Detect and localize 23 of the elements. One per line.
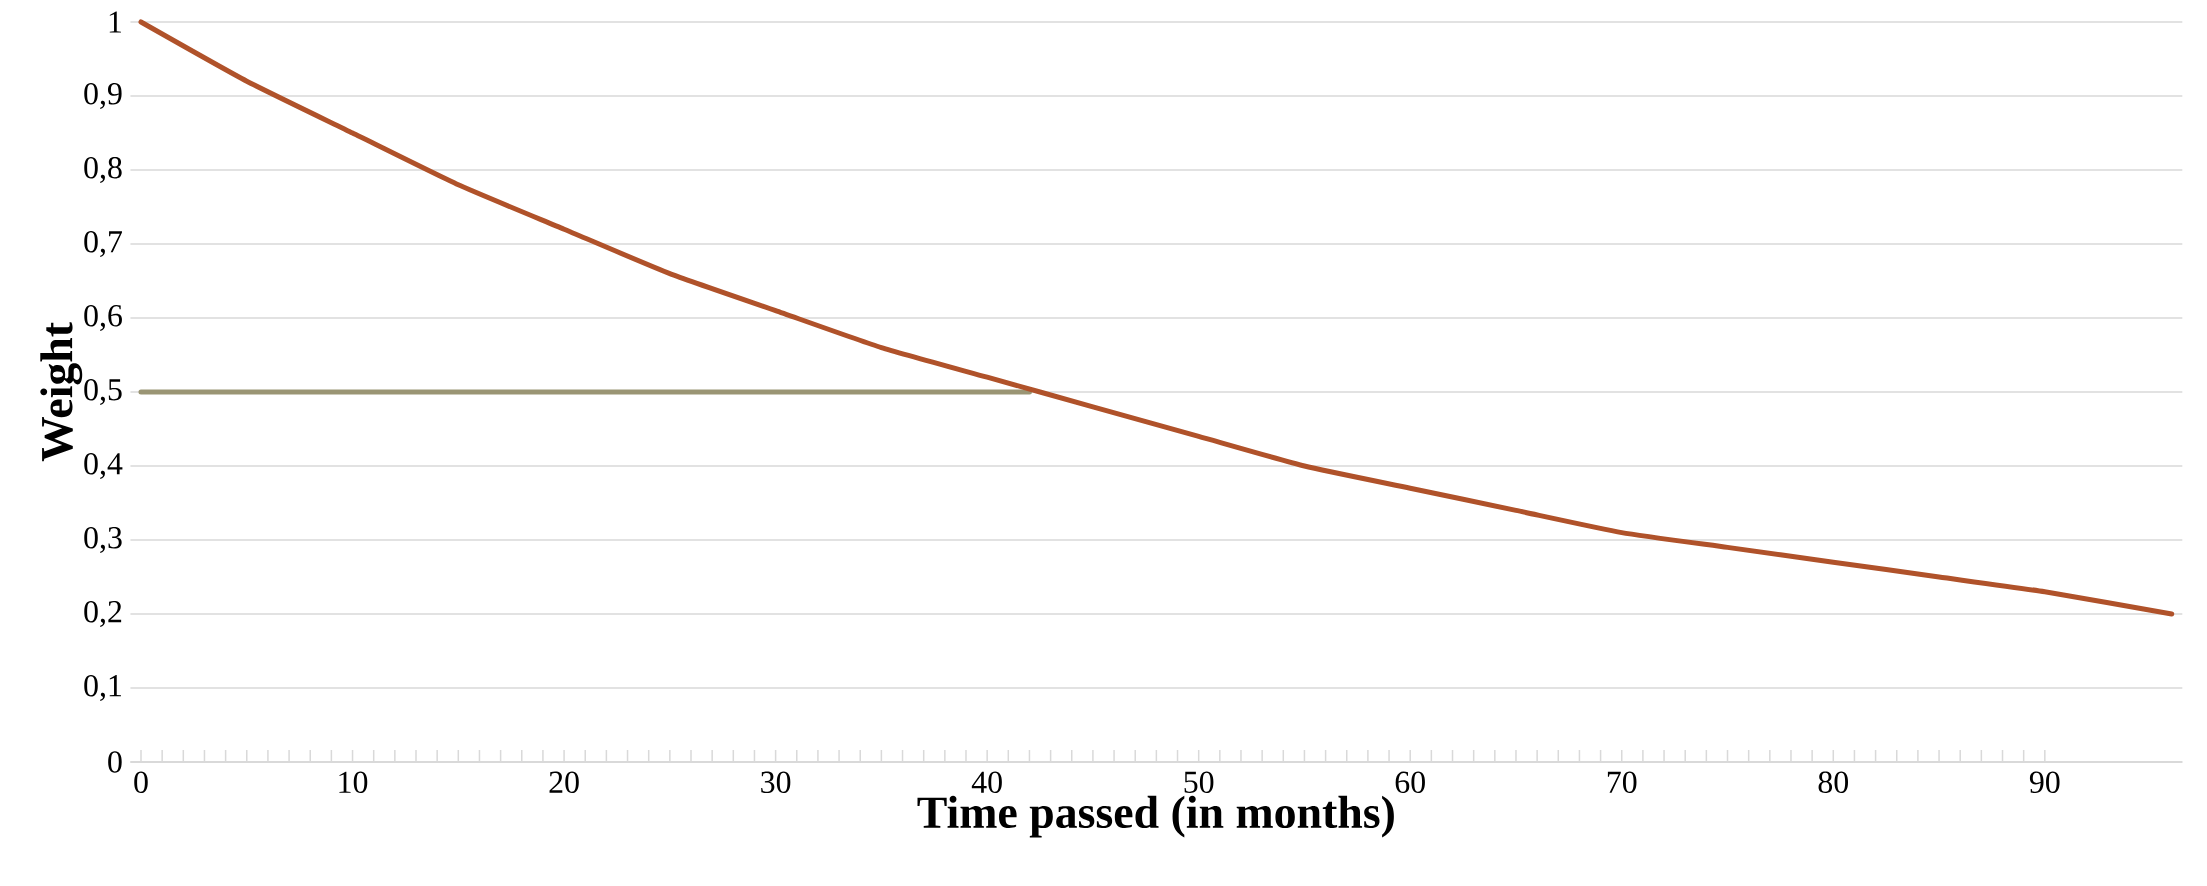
x-tick-label: 0: [134, 771, 148, 794]
x-tick-label: 60: [1395, 771, 1425, 794]
x-tick-label: 30: [761, 771, 791, 794]
y-tick-label: 0: [108, 751, 122, 773]
y-tick-label: 0,6: [84, 304, 122, 332]
y-axis-title: Weight: [40, 322, 83, 462]
y-tick-label: 0,2: [84, 600, 122, 628]
y-tick-label: 0,7: [84, 230, 122, 258]
y-tick-label: 0,8: [84, 156, 122, 184]
x-tick-label: 10: [339, 771, 368, 794]
x-tick-label: 70: [1607, 771, 1637, 794]
x-tick-label: 20: [549, 771, 579, 794]
y-tick-label: 0,1: [84, 674, 121, 702]
x-tick-label: 80: [1818, 771, 1848, 794]
y-tick-label: 0,9: [84, 82, 122, 110]
y-tick-label: 1: [109, 11, 121, 33]
x-axis-title: Time passed (in months): [917, 795, 1394, 838]
x-tick-label: 40: [971, 771, 1002, 794]
y-tick-label: 0,4: [84, 452, 123, 480]
y-tick-label: 0,5: [84, 378, 122, 406]
x-tick-label: 50: [1184, 771, 1214, 794]
x-tick-label: 90: [2029, 771, 2060, 794]
y-tick-label: 0,3: [84, 526, 122, 554]
